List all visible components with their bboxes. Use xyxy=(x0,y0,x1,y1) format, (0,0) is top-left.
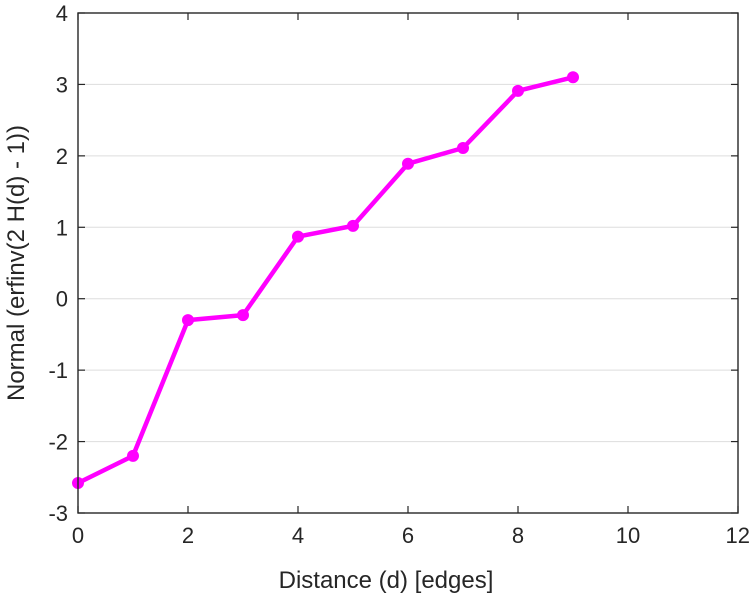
data-point xyxy=(512,84,524,97)
axes-box xyxy=(77,12,739,514)
series-line xyxy=(75,75,576,486)
series-layer xyxy=(72,71,579,489)
data-point xyxy=(347,219,359,232)
y-axis-label: Normal (erfinv(2 H(d) - 1)) xyxy=(3,125,30,401)
data-point xyxy=(292,230,304,243)
data-point xyxy=(402,157,414,170)
data-point xyxy=(182,314,194,327)
x-tick-label: 6 xyxy=(402,523,414,548)
x-tick-label: 8 xyxy=(512,523,524,548)
x-axis-label: Distance (d) [edges] xyxy=(279,567,494,594)
y-tick-label: 2 xyxy=(56,144,68,169)
x-tick-label: 12 xyxy=(726,523,750,548)
y-tick-label: -2 xyxy=(48,430,68,455)
grid xyxy=(78,83,738,443)
y-tick-label: 1 xyxy=(56,215,68,240)
y-tick-label: 4 xyxy=(56,1,68,26)
x-tick-label: 4 xyxy=(292,523,304,548)
x-tick-label: 2 xyxy=(182,523,194,548)
y-tick-label: 0 xyxy=(56,287,68,312)
y-tick-label: 3 xyxy=(56,72,68,97)
y-tick-label: -3 xyxy=(48,501,68,526)
x-tick-label: 10 xyxy=(616,523,640,548)
data-point xyxy=(127,449,139,462)
x-tick-label: 0 xyxy=(72,523,84,548)
data-point xyxy=(457,142,469,154)
y-tick-label: -1 xyxy=(48,358,68,383)
data-point xyxy=(237,309,249,322)
data-point xyxy=(567,71,579,84)
